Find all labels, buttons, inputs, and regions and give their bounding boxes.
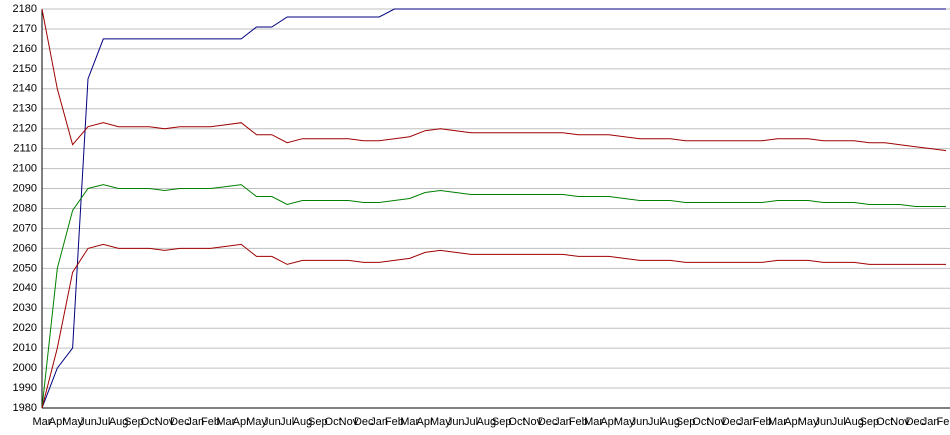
x-tick-label: Apr [49, 416, 66, 428]
x-tick-label: May [246, 416, 267, 428]
x-tick-label: Jun [815, 416, 833, 428]
y-tick-label: 2180 [13, 3, 37, 15]
x-tick-label: Jan [370, 416, 388, 428]
x-tick-label: Dec [722, 416, 742, 428]
x-tick-label: Oct [508, 416, 525, 428]
x-tick-label: Jul [280, 416, 294, 428]
x-tick-label: Apr [784, 416, 801, 428]
series-line [41, 184, 946, 409]
y-tick-label: 2020 [13, 322, 37, 334]
x-tick-label: Oct [141, 416, 158, 428]
series-line [41, 243, 946, 409]
x-tick-label: May [614, 416, 635, 428]
x-tick-label: Apr [600, 416, 617, 428]
y-tick-label: 2010 [13, 342, 37, 354]
x-tick-label: Oct [325, 416, 342, 428]
y-tick-label: 2140 [13, 83, 37, 95]
x-tick-label: Dec [906, 416, 926, 428]
x-tick-label: Aug [293, 416, 313, 428]
x-tick-label: Feb [753, 416, 772, 428]
y-tick-label: 2130 [13, 103, 37, 115]
x-tick-label: Mar [216, 416, 235, 428]
x-tick-label: Jan [738, 416, 756, 428]
x-tick-label: Jul [832, 416, 846, 428]
x-tick-label: Jul [96, 416, 110, 428]
x-tick-label: May [430, 416, 451, 428]
x-tick-label: Mar [400, 416, 419, 428]
x-tick-label: Nov [890, 416, 910, 428]
x-tick-label: Jan [922, 416, 940, 428]
x-tick-label: Jun [447, 416, 465, 428]
x-tick-label: Sep [308, 416, 328, 428]
x-tick-label: Jan [186, 416, 204, 428]
x-tick-label: Aug [844, 416, 864, 428]
y-tick-label: 2060 [13, 242, 37, 254]
x-tick-label: Nov [523, 416, 543, 428]
x-tick-label: Jul [464, 416, 478, 428]
x-tick-label: Jul [648, 416, 662, 428]
x-tick-label: Nov [706, 416, 726, 428]
series-line [41, 8, 946, 409]
x-tick-label: Sep [676, 416, 696, 428]
x-tick-label: Nov [155, 416, 175, 428]
x-tick-label: Dec [170, 416, 190, 428]
x-tick-label: Dec [354, 416, 374, 428]
x-tick-label: May [798, 416, 819, 428]
x-tick-label: Feb [937, 416, 950, 428]
y-tick-label: 2030 [13, 302, 37, 314]
x-tick-label: Mar [584, 416, 603, 428]
x-tick-label: Jun [631, 416, 649, 428]
x-tick-label: Mar [768, 416, 787, 428]
y-tick-label: 2100 [13, 163, 37, 175]
x-tick-label: Feb [201, 416, 220, 428]
x-tick-label: Sep [124, 416, 144, 428]
x-tick-label: Sep [492, 416, 512, 428]
x-tick-label: Mar [33, 416, 52, 428]
x-tick-label: Oct [692, 416, 709, 428]
x-tick-label: Apr [416, 416, 433, 428]
x-tick-label: Feb [569, 416, 588, 428]
x-tick-label: Jan [554, 416, 572, 428]
x-tick-label: Aug [660, 416, 680, 428]
x-tick-label: Feb [385, 416, 404, 428]
x-tick-label: Jun [263, 416, 281, 428]
y-tick-label: 2170 [13, 23, 37, 35]
y-tick-label: 2040 [13, 282, 37, 294]
x-tick-label: Aug [109, 416, 129, 428]
x-tick-label: Sep [860, 416, 880, 428]
x-tick-label: Aug [477, 416, 497, 428]
y-tick-label: 2070 [13, 222, 37, 234]
x-tick-label: Jun [79, 416, 97, 428]
y-tick-label: 2090 [13, 182, 37, 194]
y-tick-label: 1990 [13, 382, 37, 394]
y-tick-label: 2160 [13, 43, 37, 55]
y-tick-label: 2120 [13, 123, 37, 135]
x-tick-label: Oct [876, 416, 893, 428]
x-tick-label: May [62, 416, 83, 428]
x-tick-label: Dec [538, 416, 558, 428]
x-tick-label: Apr [233, 416, 250, 428]
y-tick-label: 2000 [13, 362, 37, 374]
y-tick-label: 1980 [13, 402, 37, 414]
y-tick-label: 2080 [13, 202, 37, 214]
series-line [41, 8, 947, 152]
x-tick-label: Nov [339, 416, 359, 428]
y-tick-label: 2150 [13, 63, 37, 75]
y-tick-label: 2050 [13, 262, 37, 274]
y-tick-label: 2110 [13, 143, 37, 155]
